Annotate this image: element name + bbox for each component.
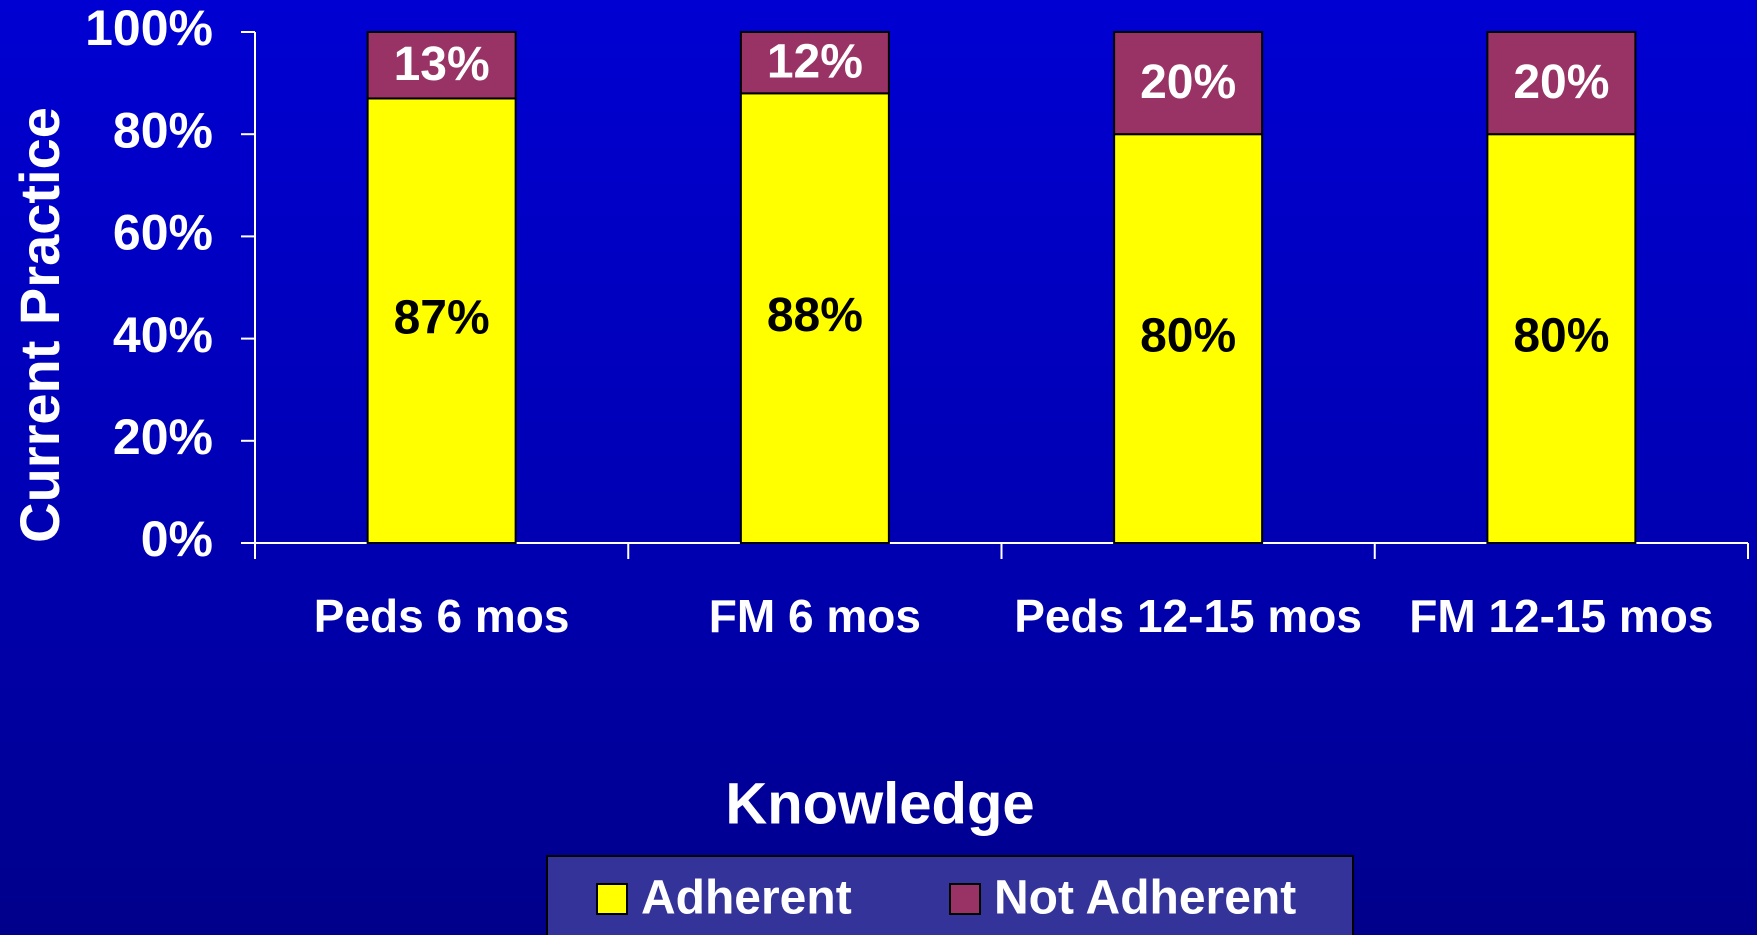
data-label: 20% [1513,56,1609,109]
y-tick-label: 60% [113,205,213,261]
data-label: 13% [394,38,490,91]
y-tick-label: 80% [113,102,213,158]
legend-label: Not Adherent [994,872,1296,925]
x-tick-label: Peds 6 mos [313,590,570,642]
data-label: 20% [1140,56,1236,109]
legend-swatch [596,883,628,915]
bar-segment [739,92,890,544]
data-label: 88% [767,289,863,342]
data-label: 80% [1140,309,1236,362]
legend-swatch [949,883,981,915]
x-tick-label: FM 6 mos [708,590,921,642]
x-tick-label: FM 12-15 mos [1409,590,1714,642]
data-label: 87% [394,291,490,344]
y-tick-label: 100% [85,0,213,56]
bar-segment [1113,133,1264,544]
y-tick-label: 20% [113,409,213,465]
y-tick-label: 40% [113,307,213,363]
bar-segment [366,31,517,100]
x-tick-label: Peds 12-15 mos [1014,590,1362,642]
bar-segment [1486,31,1637,136]
bar-segment [366,97,517,545]
bar-segment [739,31,890,95]
data-label: 12% [767,35,863,88]
x-axis-label: Knowledge [725,771,1034,836]
bar-segment [1113,31,1264,136]
legend-label: Adherent [641,872,852,925]
y-tick-label: 0% [141,511,213,567]
y-axis-label: Current Practice [8,107,71,543]
data-label: 80% [1513,309,1609,362]
